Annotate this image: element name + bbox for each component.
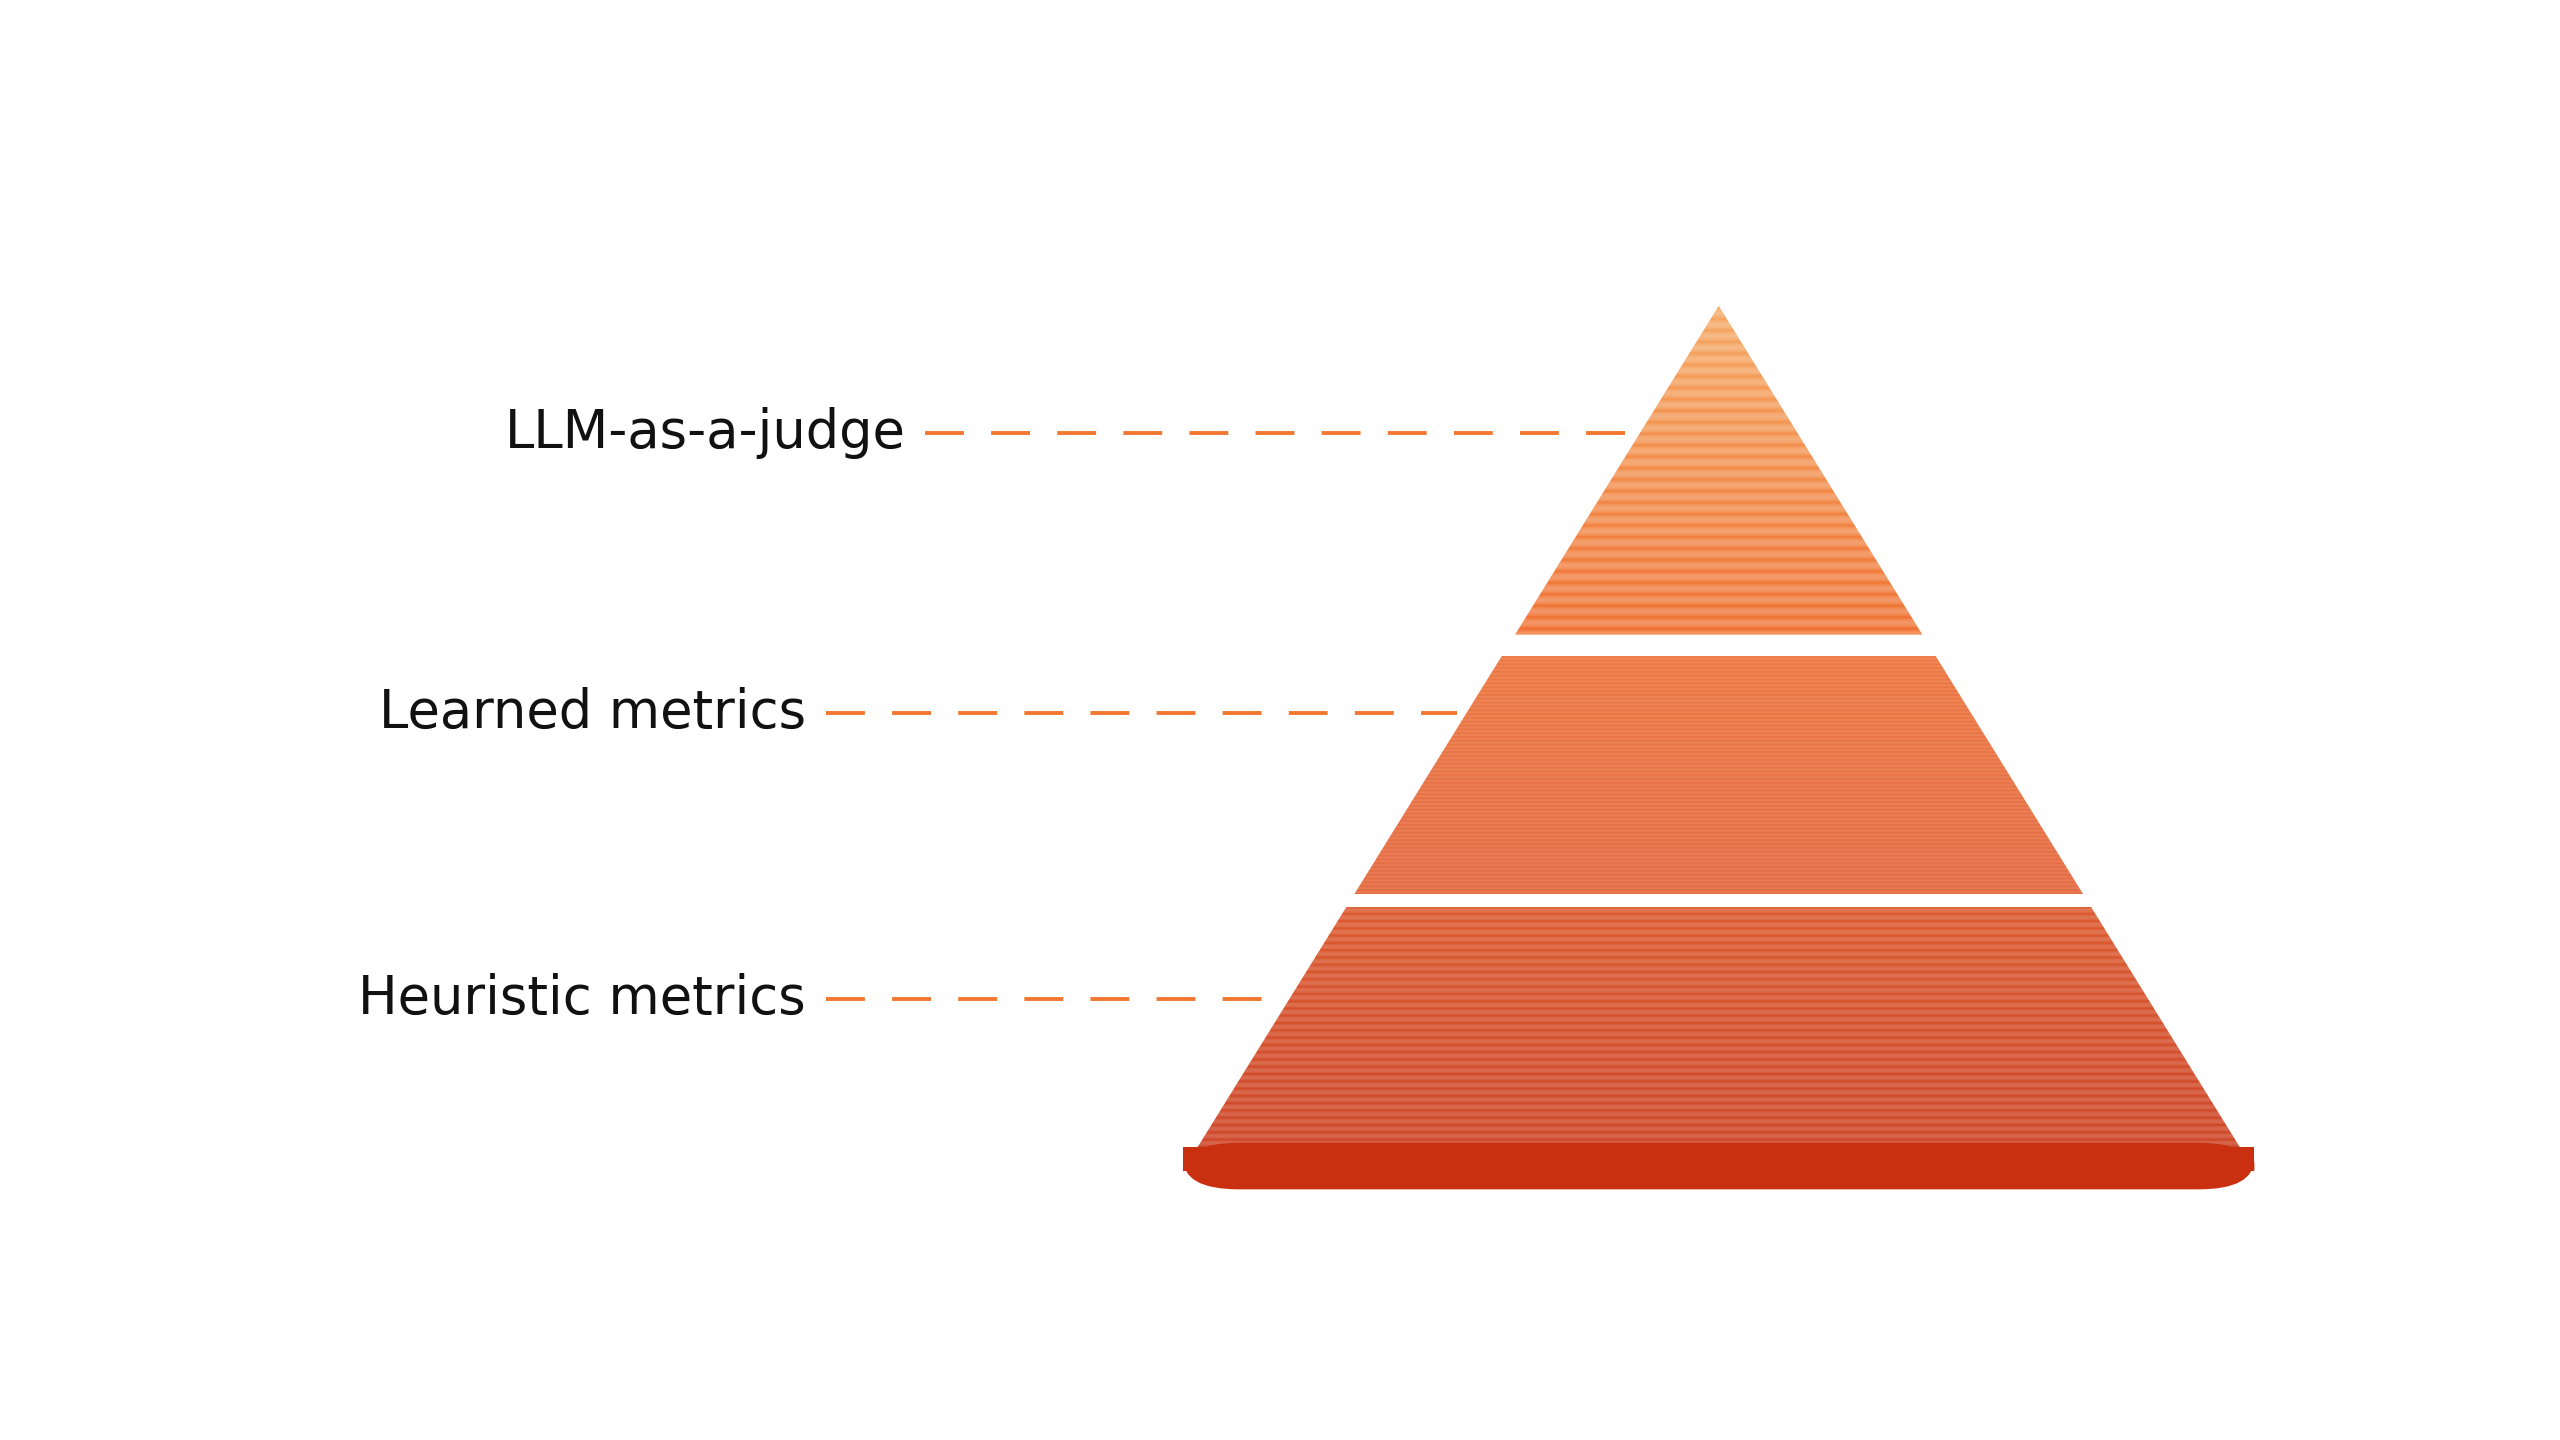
Text: LLM-as-a-judge: LLM-as-a-judge — [504, 408, 906, 459]
Polygon shape — [1505, 635, 1933, 657]
Text: Heuristic metrics: Heuristic metrics — [358, 973, 806, 1025]
Polygon shape — [1183, 1148, 2255, 1171]
FancyBboxPatch shape — [1183, 1143, 2255, 1189]
Text: Learned metrics: Learned metrics — [379, 687, 806, 739]
Polygon shape — [1344, 894, 2094, 907]
